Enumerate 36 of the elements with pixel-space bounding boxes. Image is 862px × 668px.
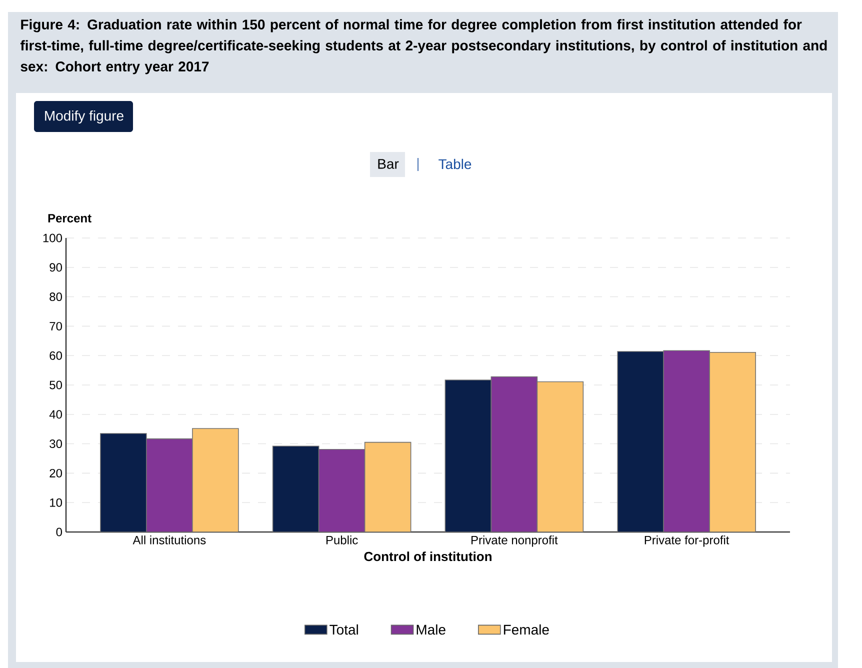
y-tick-label: 60 [50, 351, 62, 360]
x-tick-label: All institutions [132, 536, 206, 544]
bar [709, 352, 756, 532]
x-tick-label: Public [326, 536, 358, 544]
y-tick-label: 90 [50, 263, 62, 272]
bar [146, 438, 193, 532]
legend-label: Female [504, 624, 549, 635]
y-tick-label: 20 [50, 468, 62, 478]
text: Table [438, 158, 472, 170]
y-tick-label: 10 [50, 498, 62, 507]
bar [318, 448, 366, 532]
text: Bar [378, 159, 399, 169]
x-axis-title: Control of institution [364, 552, 492, 562]
y-tick-label: 40 [49, 410, 62, 419]
bar [100, 433, 147, 532]
bar [444, 380, 492, 532]
legend-label: Male [416, 624, 446, 635]
y-tick-label: 0 [56, 528, 62, 536]
x-tick-label: Private for-profit [644, 536, 730, 547]
bar [272, 446, 320, 532]
bar [617, 351, 664, 532]
bar [663, 350, 710, 532]
y-tick-label: 70 [50, 322, 62, 330]
bar [536, 381, 584, 532]
y-tick-label: 80 [50, 292, 62, 302]
y-axis-title: Percent [48, 214, 92, 222]
x-tick-label: Private nonprofit [471, 536, 558, 547]
y-tick-label: 50 [50, 380, 62, 390]
bar [192, 428, 239, 532]
chart-title: Figure 4: Graduation rate within 150 percent of normal time for degree completion from first institution attended for first-time, full-time degree/certificate-seeking students at 2-year postsecondary institutions, by control of institution and sex: Cohort entry year 2017 [20, 19, 827, 74]
y-tick-label: 100 [43, 234, 62, 242]
bar [490, 376, 538, 532]
y-tick-label: 30 [50, 440, 62, 448]
legend-label: Total [330, 624, 358, 635]
bar [364, 442, 412, 532]
text: Modify figure [45, 110, 124, 124]
